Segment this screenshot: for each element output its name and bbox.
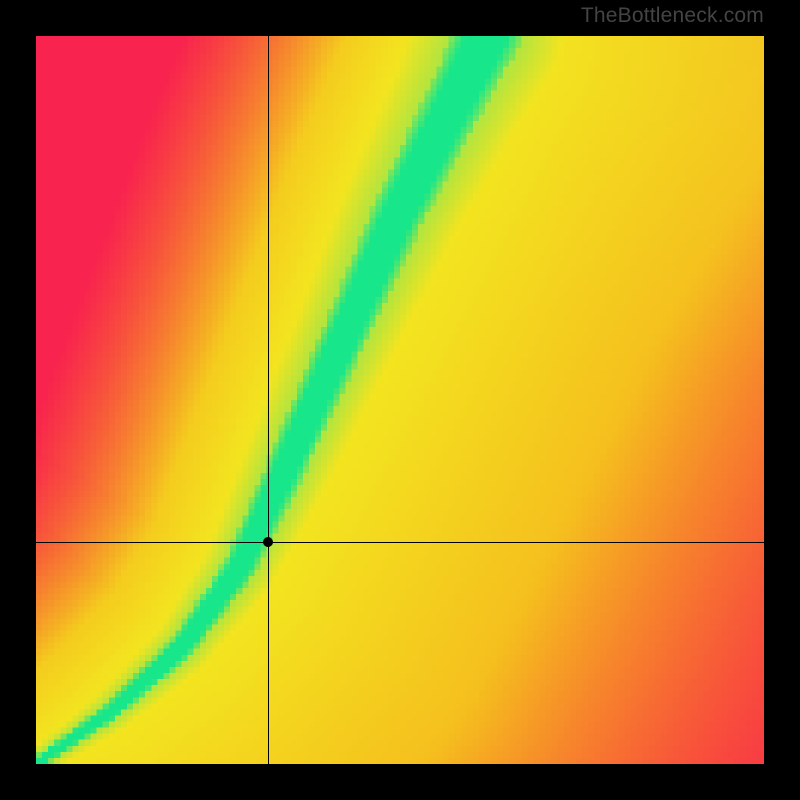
crosshair-vertical <box>268 36 269 764</box>
watermark-text: TheBottleneck.com <box>581 4 764 28</box>
data-point-marker <box>263 537 273 547</box>
plot-area <box>36 36 764 764</box>
heatmap-canvas <box>36 36 764 764</box>
crosshair-horizontal <box>36 542 764 543</box>
